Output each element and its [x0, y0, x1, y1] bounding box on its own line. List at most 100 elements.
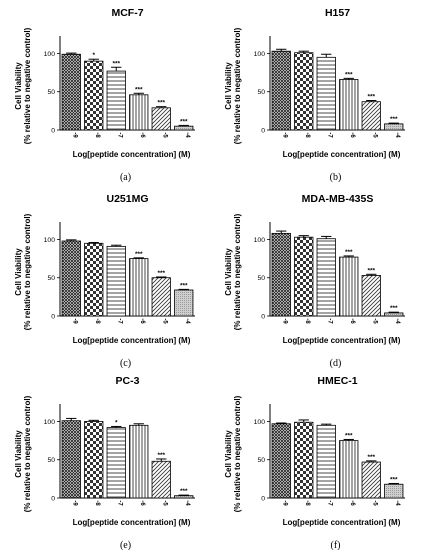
significance-label: ***	[180, 282, 188, 289]
significance-label: ***	[345, 249, 353, 256]
chart-title: MCF-7	[111, 7, 143, 19]
x-tick-label: -6	[349, 500, 355, 506]
x-tick-label: -9	[71, 500, 77, 506]
bar--8	[84, 421, 104, 499]
panel-caption: (c)	[120, 358, 131, 369]
x-tick-label: -5	[371, 132, 377, 138]
chart-panel-2: H157 Cell Viability (% relative to negativ…	[224, 7, 405, 183]
x-tick-label: -7	[326, 318, 332, 324]
x-axis-label: Log[peptide concentration] (M)	[73, 518, 191, 527]
bar--4	[384, 483, 404, 499]
bar--6	[129, 258, 149, 317]
chart-title: PC-3	[116, 375, 140, 387]
bar--9	[271, 423, 291, 499]
x-axis-label: Log[peptide concentration] (M)	[283, 336, 401, 345]
y-tick-label: 0	[51, 314, 55, 321]
x-tick-label: -9	[281, 500, 287, 506]
y-axis-label: Cell Viability	[224, 248, 233, 296]
x-tick-label: -6	[139, 132, 145, 138]
x-tick-label: -6	[139, 318, 145, 324]
panel-caption: (a)	[120, 172, 131, 183]
x-tick-label: -5	[161, 318, 167, 324]
bar--5	[361, 101, 381, 131]
significance-label: ***	[367, 94, 375, 101]
x-axis-label: Log[peptide concentration] (M)	[283, 518, 401, 527]
chart-panel-6: HMEC-1 Cell Viability (% relative to negat…	[224, 375, 405, 550]
y-tick-label: 100	[44, 419, 56, 426]
panel-caption: (e)	[120, 540, 131, 550]
x-tick-label: -6	[349, 132, 355, 138]
significance-label: ***	[345, 432, 353, 439]
bar--4	[384, 123, 404, 131]
significance-label: ***	[112, 60, 120, 67]
bar--7	[316, 238, 336, 317]
bar--8	[84, 60, 104, 131]
significance-label: ***	[367, 454, 375, 461]
bar--5	[361, 275, 381, 317]
x-tick-label: -8	[304, 132, 310, 138]
y-tick-label: 100	[44, 237, 56, 244]
y-tick-label: 50	[47, 89, 55, 96]
significance-label: ***	[157, 270, 165, 277]
bar--8	[294, 421, 314, 499]
panel-caption: (d)	[330, 358, 342, 369]
y-axis-label-sub: (% relative to negative control)	[233, 213, 242, 330]
bar--9	[61, 420, 81, 499]
y-axis-label: Cell Viability	[14, 248, 23, 296]
bar--4	[174, 289, 194, 317]
bar--8	[294, 52, 314, 131]
y-tick-label: 100	[254, 419, 266, 426]
y-tick-label: 50	[257, 275, 265, 282]
x-tick-label: -4	[184, 500, 190, 506]
chart-title: H157	[325, 7, 350, 19]
x-tick-label: -7	[116, 318, 122, 324]
bar--5	[361, 461, 381, 499]
y-axis-label: Cell Viability	[224, 62, 233, 110]
x-axis-label: Log[peptide concentration] (M)	[283, 150, 401, 159]
x-tick-label: -5	[161, 132, 167, 138]
bar--6	[339, 440, 359, 499]
bar--4	[384, 312, 404, 317]
bar--7	[106, 70, 126, 131]
bar--9	[61, 53, 81, 131]
x-tick-label: -7	[326, 132, 332, 138]
y-tick-label: 50	[257, 89, 265, 96]
x-tick-label: -4	[394, 318, 400, 324]
x-tick-label: -9	[71, 132, 77, 138]
x-tick-label: -5	[161, 500, 167, 506]
bar--5	[151, 277, 171, 317]
x-tick-label: -4	[394, 500, 400, 506]
y-axis-label: Cell Viability	[224, 430, 233, 478]
x-tick-label: -8	[94, 500, 100, 506]
y-axis-label-sub: (% relative to negative control)	[23, 213, 32, 330]
chart-title: U251MG	[106, 193, 148, 205]
significance-label: ***	[157, 100, 165, 107]
x-tick-label: -6	[139, 500, 145, 506]
bar--4	[174, 125, 194, 131]
chart-title: MDA-MB-435S	[302, 193, 374, 205]
y-tick-label: 100	[44, 51, 56, 58]
significance-label: ***	[390, 116, 398, 123]
bar--6	[129, 424, 149, 499]
significance-label: *	[92, 52, 95, 59]
bar--7	[316, 56, 336, 131]
y-tick-label: 100	[254, 237, 266, 244]
chart-panel-4: MDA-MB-435S Cell Viability (% relative to …	[224, 193, 405, 369]
panel-caption: (b)	[330, 172, 342, 183]
x-axis-label: Log[peptide concentration] (M)	[73, 150, 191, 159]
x-tick-label: -9	[71, 318, 77, 324]
chart-title: HMEC-1	[317, 375, 357, 387]
bar--5	[151, 460, 171, 499]
significance-label: ***	[157, 452, 165, 459]
chart-panel-3: U251MG Cell Viability (% relative to negat…	[14, 193, 195, 369]
bar--6	[129, 94, 149, 131]
x-tick-label: -5	[371, 500, 377, 506]
bar--6	[339, 79, 359, 131]
bar--9	[61, 240, 81, 317]
bar--8	[294, 236, 314, 317]
x-tick-label: -8	[304, 500, 310, 506]
y-tick-label: 50	[257, 457, 265, 464]
significance-label: ***	[180, 118, 188, 125]
y-tick-label: 50	[47, 457, 55, 464]
bar--6	[339, 256, 359, 317]
